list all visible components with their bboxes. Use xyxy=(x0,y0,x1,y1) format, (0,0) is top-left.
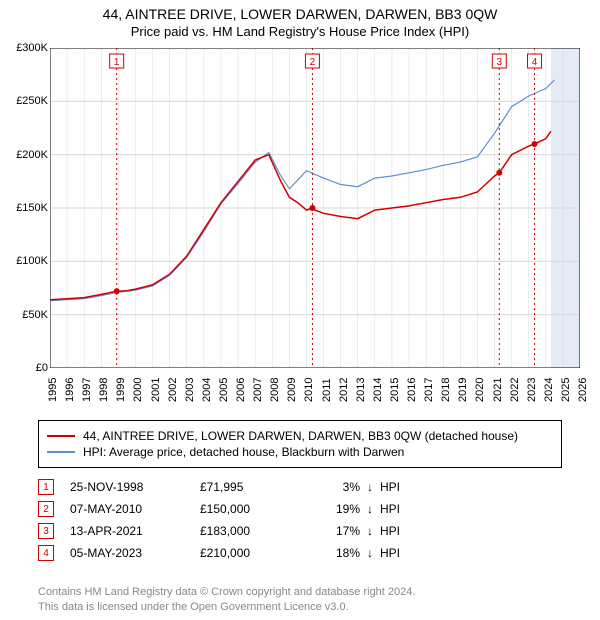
down-arrow-icon: ↓ xyxy=(360,524,380,538)
title-address: 44, AINTREE DRIVE, LOWER DARWEN, DARWEN,… xyxy=(0,6,600,22)
y-tick-label: £50K xyxy=(0,309,48,321)
x-tick-label: 2024 xyxy=(543,378,555,402)
x-tick-label: 2012 xyxy=(338,378,350,402)
transaction-row: 3 13-APR-2021£183,00017%↓HPI xyxy=(38,520,420,542)
transaction-hpi-label: HPI xyxy=(380,524,420,538)
legend-label-hpi: HPI: Average price, detached house, Blac… xyxy=(83,445,404,459)
legend-row-hpi: HPI: Average price, detached house, Blac… xyxy=(47,445,553,459)
legend-label-property: 44, AINTREE DRIVE, LOWER DARWEN, DARWEN,… xyxy=(83,429,518,443)
transaction-marker: 3 xyxy=(38,523,54,539)
down-arrow-icon: ↓ xyxy=(360,480,380,494)
y-tick-label: £200K xyxy=(0,149,48,161)
transaction-marker: 4 xyxy=(38,545,54,561)
x-tick-label: 2023 xyxy=(526,378,538,402)
x-tick-label: 2000 xyxy=(132,378,144,402)
y-tick-label: £100K xyxy=(0,255,48,267)
x-tick-label: 2006 xyxy=(235,378,247,402)
x-tick-label: 1995 xyxy=(47,378,59,402)
down-arrow-icon: ↓ xyxy=(360,546,380,560)
x-tick-label: 2004 xyxy=(201,378,213,402)
legend-swatch-property xyxy=(47,435,75,437)
title-subtitle: Price paid vs. HM Land Registry's House … xyxy=(0,24,600,39)
x-tick-label: 2016 xyxy=(406,378,418,402)
y-tick-label: £0 xyxy=(0,362,48,374)
transactions-table: 125-NOV-1998£71,9953%↓HPI207-MAY-2010£15… xyxy=(38,476,420,564)
x-tick-label: 2018 xyxy=(440,378,452,402)
svg-text:1: 1 xyxy=(114,57,120,68)
transaction-pct: 18% xyxy=(310,546,360,560)
transaction-date: 05-MAY-2023 xyxy=(70,546,200,560)
transaction-price: £71,995 xyxy=(200,480,310,494)
transaction-row: 2 07-MAY-2010£150,00019%↓HPI xyxy=(38,498,420,520)
transaction-marker: 1 xyxy=(38,479,54,495)
x-tick-label: 1998 xyxy=(98,378,110,402)
footer: Contains HM Land Registry data © Crown c… xyxy=(38,585,415,614)
x-tick-label: 1996 xyxy=(64,378,76,402)
x-tick-label: 2002 xyxy=(167,378,179,402)
legend-row-property: 44, AINTREE DRIVE, LOWER DARWEN, DARWEN,… xyxy=(47,429,553,443)
y-tick-label: £300K xyxy=(0,42,48,54)
transaction-price: £183,000 xyxy=(200,524,310,538)
x-tick-label: 2010 xyxy=(303,378,315,402)
transaction-hpi-label: HPI xyxy=(380,546,420,560)
transaction-pct: 19% xyxy=(310,502,360,516)
transaction-marker: 2 xyxy=(38,501,54,517)
x-tick-label: 2020 xyxy=(474,378,486,402)
footer-line1: Contains HM Land Registry data © Crown c… xyxy=(38,585,415,599)
legend-swatch-hpi xyxy=(47,451,75,453)
x-tick-label: 2003 xyxy=(184,378,196,402)
x-tick-label: 2019 xyxy=(457,378,469,402)
transaction-price: £150,000 xyxy=(200,502,310,516)
plot-svg: 1 2 3 4 xyxy=(50,48,580,368)
transaction-price: £210,000 xyxy=(200,546,310,560)
x-tick-label: 2017 xyxy=(423,378,435,402)
title-block: 44, AINTREE DRIVE, LOWER DARWEN, DARWEN,… xyxy=(0,0,600,39)
x-tick-label: 2021 xyxy=(492,378,504,402)
x-tick-label: 2011 xyxy=(321,378,333,402)
transaction-date: 25-NOV-1998 xyxy=(70,480,200,494)
legend-box: 44, AINTREE DRIVE, LOWER DARWEN, DARWEN,… xyxy=(38,420,562,468)
svg-text:2: 2 xyxy=(310,57,316,68)
y-tick-label: £150K xyxy=(0,202,48,214)
transaction-date: 13-APR-2021 xyxy=(70,524,200,538)
x-tick-label: 1997 xyxy=(81,378,93,402)
x-tick-label: 2009 xyxy=(286,378,298,402)
transaction-row: 4 05-MAY-2023£210,00018%↓HPI xyxy=(38,542,420,564)
chart-container: 44, AINTREE DRIVE, LOWER DARWEN, DARWEN,… xyxy=(0,0,600,620)
x-tick-label: 2022 xyxy=(509,378,521,402)
transaction-row: 1 25-NOV-1998£71,9953%↓HPI xyxy=(38,476,420,498)
x-tick-label: 2026 xyxy=(577,378,589,402)
x-tick-label: 2014 xyxy=(372,378,384,402)
x-tick-label: 2015 xyxy=(389,378,401,402)
svg-text:3: 3 xyxy=(497,57,503,68)
x-tick-label: 2005 xyxy=(218,378,230,402)
x-tick-label: 2025 xyxy=(560,378,572,402)
transaction-pct: 17% xyxy=(310,524,360,538)
y-tick-label: £250K xyxy=(0,95,48,107)
transaction-hpi-label: HPI xyxy=(380,480,420,494)
x-tick-label: 2008 xyxy=(269,378,281,402)
down-arrow-icon: ↓ xyxy=(360,502,380,516)
x-tick-label: 2001 xyxy=(150,378,162,402)
x-tick-label: 2013 xyxy=(355,378,367,402)
x-tick-label: 2007 xyxy=(252,378,264,402)
x-tick-label: 1999 xyxy=(115,378,127,402)
transaction-hpi-label: HPI xyxy=(380,502,420,516)
footer-line2: This data is licensed under the Open Gov… xyxy=(38,600,415,614)
transaction-date: 07-MAY-2010 xyxy=(70,502,200,516)
chart-area: 1 2 3 4 xyxy=(50,48,580,368)
svg-text:4: 4 xyxy=(532,57,538,68)
transaction-pct: 3% xyxy=(310,480,360,494)
